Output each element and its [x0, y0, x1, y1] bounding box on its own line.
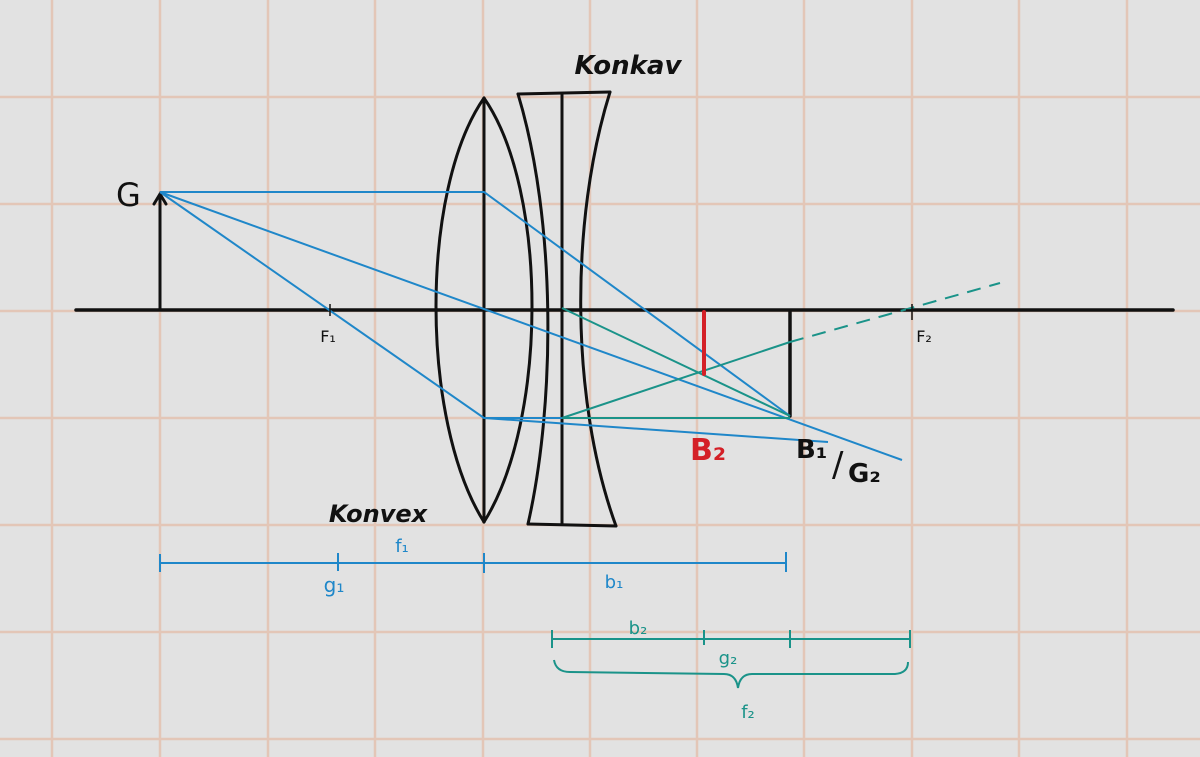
b1-g2-slash: / — [832, 445, 844, 485]
g2-label: G₂ — [848, 459, 881, 489]
dim-g2-label: g₂ — [719, 648, 738, 669]
teal-dimension-line — [551, 630, 911, 689]
blue-dimension-line — [159, 552, 787, 573]
f1-label: F₁ — [320, 327, 336, 346]
teal-rays — [561, 282, 1001, 419]
concave-lens-label: Konkav — [575, 51, 683, 81]
dim-f2-label: f₂ — [741, 702, 755, 723]
convex-lens-label: Konvex — [329, 500, 429, 528]
dim-b2-label: b₂ — [629, 618, 648, 639]
b1-label: B₁ — [796, 435, 827, 465]
f2-label: F₂ — [916, 327, 932, 346]
dim-g1-label: g₁ — [324, 573, 345, 597]
dim-b1-label: b₁ — [605, 572, 624, 593]
object-label-g: G — [116, 176, 141, 214]
blue-rays — [159, 191, 903, 461]
dim-f1-label: f₁ — [395, 536, 409, 557]
object-arrow — [152, 191, 168, 312]
b2-label: B₂ — [690, 433, 726, 468]
